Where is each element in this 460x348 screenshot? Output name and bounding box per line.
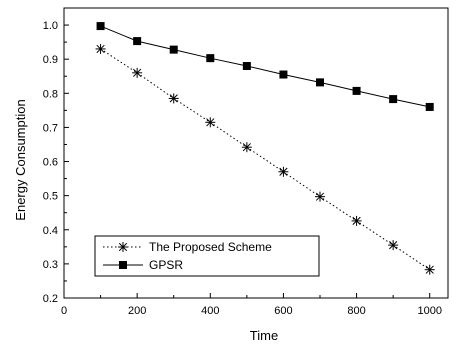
series-layer: [95, 22, 435, 275]
y-tick-label: 0.3: [43, 259, 58, 271]
y-tick-label: 0.8: [43, 88, 58, 100]
legend: The Proposed Scheme GPSR: [94, 235, 320, 277]
y-tick-label: 0.7: [43, 122, 58, 134]
y-axis-label: Energy Consumption: [13, 99, 28, 220]
x-tick-label: 600: [274, 305, 292, 317]
data-point: [315, 191, 325, 202]
x-tick-label: 800: [347, 305, 365, 317]
y-tick-label: 1.0: [43, 20, 58, 32]
data-point: [316, 78, 324, 87]
data-point: [95, 43, 106, 54]
data-point: [278, 166, 289, 177]
data-point: [351, 215, 362, 226]
series-line-1: [100, 25, 430, 108]
y-axis: 0.2 0.3 0.4 0.5 0.6 0.7 0.8 0.9 1.0: [43, 20, 69, 305]
plot-frame: [63, 7, 449, 299]
legend-label: GPSR: [149, 258, 183, 272]
legend-box: [94, 235, 320, 277]
y-tick-label: 0.4: [43, 225, 58, 237]
data-point: [205, 117, 216, 128]
data-point: [242, 62, 251, 70]
y-tick-label: 0.2: [43, 293, 58, 305]
x-tick-label: 0: [61, 305, 67, 317]
data-point: [424, 264, 435, 275]
data-point: [389, 95, 398, 104]
data-point: [132, 67, 143, 78]
data-point: [241, 142, 252, 153]
x-tick-label: 400: [201, 305, 219, 317]
x-axis-label: Time: [250, 328, 278, 343]
data-point: [388, 240, 399, 251]
data-point: [279, 70, 288, 79]
legend-label: The Proposed Scheme: [149, 240, 272, 254]
data-point: [169, 45, 178, 54]
x-axis: 0 200 400 600 800 1000: [61, 293, 442, 317]
data-point: [206, 54, 215, 63]
data-point: [425, 102, 434, 111]
data-point: [96, 22, 105, 31]
y-tick-label: 0.5: [43, 191, 58, 203]
legend-entry: The Proposed Scheme: [103, 240, 272, 254]
data-point: [168, 93, 179, 104]
legend-marker: [119, 261, 127, 269]
legend-marker: [118, 242, 128, 252]
x-tick-label: 200: [128, 305, 146, 317]
y-tick-label: 0.9: [43, 54, 58, 66]
data-point: [133, 37, 142, 46]
legend-entry: GPSR: [103, 258, 183, 272]
plot-border: [63, 7, 449, 299]
data-point: [352, 86, 361, 95]
x-tick-label: 1000: [417, 305, 441, 317]
y-tick-label: 0.6: [43, 157, 58, 169]
